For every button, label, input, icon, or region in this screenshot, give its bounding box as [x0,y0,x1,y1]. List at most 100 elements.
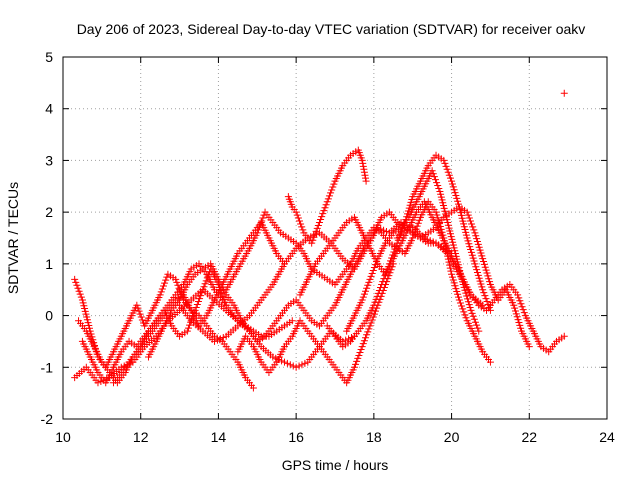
marker-s10 [330,180,338,188]
marker-s11 [516,297,524,305]
marker-s9 [486,358,494,366]
marker-s2 [295,362,303,370]
marker-s12 [384,263,392,271]
axis-ticks [62,56,608,420]
marker-s1 [162,276,170,284]
marker-s8 [370,310,378,318]
marker-s13 [372,261,380,269]
marker-s10 [323,198,331,206]
marker-s1 [74,284,82,292]
marker-s13 [364,281,372,289]
marker-s10 [324,195,332,203]
marker-s12 [405,204,413,212]
marker-s12 [446,174,454,182]
marker-s14 [470,226,478,234]
marker-s9 [460,308,468,316]
marker-s3 [194,298,202,306]
x-axis-label: GPS time / hours [282,457,389,473]
marker-s12 [380,275,388,283]
marker-s1 [76,290,84,298]
marker-s12 [408,196,416,204]
marker-s14 [472,232,480,240]
marker-s10 [329,183,337,191]
marker-s3 [187,318,195,326]
marker-s9 [435,217,443,225]
marker-s2 [292,363,300,371]
marker-s2 [298,361,306,369]
marker-s1 [133,301,141,309]
y-axis-label: SDTVAR / TECUs [5,182,21,294]
marker-s10 [328,186,336,194]
marker-s13 [464,295,472,303]
marker-s1 [249,384,257,392]
marker-s9 [446,264,454,272]
marker-s12 [480,289,488,297]
marker-s12 [406,201,414,209]
marker-s8 [350,363,358,371]
x-tick-label: 20 [444,429,460,445]
marker-s12 [372,295,380,303]
marker-s12 [478,283,486,291]
marker-s10 [318,213,326,221]
marker-s13 [359,293,367,301]
marker-s9 [454,293,462,301]
marker-s8 [372,307,380,315]
marker-s3 [184,324,192,332]
marker-s12 [373,292,381,300]
marker-s10 [317,216,325,224]
marker-s10 [297,220,305,228]
marker-s9 [448,270,456,278]
x-tick-label: 22 [521,429,537,445]
marker-s10 [359,159,367,167]
data-markers [71,89,568,392]
marker-s14 [471,229,479,237]
marker-s8 [367,319,375,327]
marker-s9 [451,282,459,290]
marker-s12 [379,278,387,286]
marker-s3 [186,321,194,329]
marker-s13 [367,272,375,280]
marker-s10 [313,224,321,232]
marker-s12 [484,300,492,308]
marker-s9 [433,211,441,219]
marker-s9 [258,217,266,225]
marker-s1 [137,313,145,321]
marker-s8 [365,325,373,333]
marker-s14 [482,266,490,274]
marker-s2 [301,359,309,367]
marker-s1 [77,293,85,301]
marker-s10 [358,156,366,164]
marker-s9 [456,299,464,307]
marker-s10 [320,207,328,215]
marker-s10 [362,177,370,185]
marker-s12 [392,242,400,250]
marker-s9 [461,311,469,319]
marker-s10 [312,227,320,235]
marker-s13 [460,283,468,291]
marker-s12 [445,171,453,179]
marker-s9 [415,216,423,224]
marker-s12 [483,298,491,306]
marker-s12 [390,248,398,256]
marker-s9 [448,273,456,281]
marker-s11 [515,294,523,302]
marker-s12 [440,156,448,164]
marker-s2 [120,362,128,370]
marker-s12 [468,251,476,259]
marker-s12 [473,266,481,274]
y-tick-label: 1 [45,256,53,272]
marker-s13 [430,173,438,181]
marker-s12 [391,245,399,253]
marker-s13 [471,318,479,326]
marker-s3 [198,289,206,297]
marker-s1 [72,278,80,286]
marker-s1 [173,278,181,286]
marker-s11 [514,291,522,299]
marker-s8 [359,340,367,348]
x-tick-label: 10 [55,429,71,445]
marker-s3 [199,286,207,294]
marker-s10 [321,204,329,212]
marker-s14 [483,269,491,277]
